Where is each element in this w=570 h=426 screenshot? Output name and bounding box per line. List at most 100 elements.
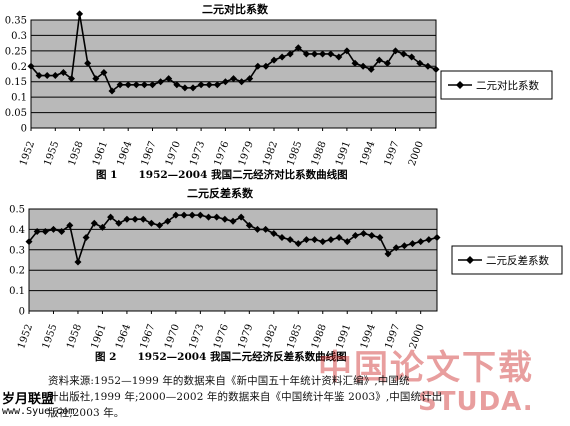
x-tick-label: 1961 bbox=[90, 323, 109, 351]
data-point bbox=[115, 219, 123, 227]
data-point bbox=[68, 75, 75, 83]
data-point bbox=[189, 84, 197, 92]
data-point bbox=[90, 219, 98, 227]
data-point bbox=[188, 211, 196, 219]
data-point bbox=[375, 56, 383, 64]
plot-area: 0 0.05 0.1 0.15 0.2 0.25 0.3 0.35 1952 1955 1958 19… bbox=[5, 10, 440, 168]
data-point bbox=[172, 211, 180, 219]
data-point bbox=[213, 81, 221, 89]
data-point bbox=[35, 72, 43, 80]
data-point bbox=[335, 234, 343, 242]
y-tick-label: 0.1 bbox=[11, 93, 27, 104]
watermark-logo-cn: 中国论文下载 bbox=[318, 348, 534, 388]
data-point bbox=[116, 81, 124, 89]
data-point bbox=[124, 81, 132, 89]
data-point bbox=[213, 213, 221, 221]
site-url: www.Syue.com bbox=[2, 406, 75, 417]
x-tick-label: 1976 bbox=[212, 323, 231, 351]
x-tick-label: 1970 bbox=[164, 140, 183, 168]
figure-caption: 图 2 1952—2004 我国二元经济反差系数曲线图 bbox=[95, 350, 347, 363]
data-point bbox=[157, 78, 165, 86]
data-point bbox=[107, 213, 115, 221]
x-tick-label: 1955 bbox=[42, 140, 61, 168]
x-tick-label: 1952 bbox=[18, 140, 37, 168]
data-point bbox=[43, 72, 51, 80]
x-tick-label: 1994 bbox=[358, 140, 377, 168]
data-point bbox=[140, 81, 148, 89]
data-point bbox=[147, 219, 155, 227]
data-point bbox=[84, 59, 92, 67]
data-point bbox=[343, 238, 351, 246]
data-point bbox=[351, 232, 359, 240]
data-point bbox=[416, 59, 424, 67]
x-tick-label: 1967 bbox=[139, 323, 158, 351]
data-point bbox=[400, 242, 408, 250]
data-point bbox=[286, 236, 294, 244]
source-line: 计出版社,1999 年;2000—2002 年的数据来自《中国统计年鉴 2003… bbox=[48, 391, 443, 403]
data-point bbox=[100, 68, 108, 76]
data-point bbox=[41, 227, 49, 235]
y-tick-label: 0.1 bbox=[9, 286, 25, 297]
data-point bbox=[253, 225, 261, 233]
data-point bbox=[108, 87, 116, 95]
data-point bbox=[392, 47, 399, 55]
x-tick-label: 1976 bbox=[213, 140, 232, 168]
x-tick-label: 1973 bbox=[188, 140, 207, 168]
y-tick-label: 0.4 bbox=[9, 225, 25, 236]
data-point bbox=[400, 50, 408, 58]
y-tick-label: 0 bbox=[21, 124, 27, 135]
data-point bbox=[384, 250, 392, 258]
figure-caption: 图 1 1952—2004 我国二元经济对比系数曲线图 bbox=[96, 168, 348, 181]
source-line: 资料来源:1952—1999 年的数据来自《新中国五十年统计资料汇编》,中国统 bbox=[48, 375, 410, 387]
x-tick-label: 1979 bbox=[236, 323, 255, 351]
data-point bbox=[238, 78, 246, 86]
data-point bbox=[156, 221, 164, 229]
x-tick-label: 1988 bbox=[310, 140, 329, 168]
x-tick-label: 2000 bbox=[407, 140, 426, 168]
data-point bbox=[180, 211, 188, 219]
data-point bbox=[433, 234, 441, 242]
data-point bbox=[66, 221, 74, 229]
data-point bbox=[49, 225, 57, 233]
data-point bbox=[409, 240, 417, 248]
x-tick-label: 1985 bbox=[285, 323, 304, 351]
data-point bbox=[246, 75, 254, 83]
data-point bbox=[360, 229, 368, 237]
source-line: 版社,2003 年。 bbox=[48, 407, 125, 419]
site-watermark: 岁月联盟 bbox=[2, 392, 55, 407]
data-point bbox=[221, 78, 229, 86]
x-tick-label: 1982 bbox=[261, 140, 280, 168]
data-point bbox=[51, 72, 59, 80]
data-point bbox=[376, 234, 384, 242]
data-point bbox=[278, 234, 286, 242]
data-point bbox=[383, 59, 391, 67]
y-tick-label: 0 bbox=[19, 307, 25, 318]
data-point bbox=[359, 62, 367, 70]
x-tick-label: 1964 bbox=[114, 323, 133, 351]
data-point bbox=[237, 213, 245, 221]
data-point bbox=[302, 236, 310, 244]
data-point bbox=[25, 238, 33, 246]
data-point bbox=[327, 236, 335, 244]
x-tick-label: 1958 bbox=[67, 140, 86, 168]
y-tick-label: 0.15 bbox=[5, 77, 27, 88]
plot-area: 0 0.1 0.2 0.3 0.4 0.5 1952 1955 1958 1961 1964 1967… bbox=[9, 205, 441, 351]
x-tick-label: 1952 bbox=[16, 323, 35, 351]
x-tick-label: 1997 bbox=[383, 140, 402, 168]
x-tick-label: 1991 bbox=[334, 140, 353, 168]
data-point bbox=[311, 236, 319, 244]
legend: 二元对比系数 bbox=[440, 70, 553, 100]
y-tick-label: 0.35 bbox=[5, 16, 27, 27]
data-point bbox=[278, 53, 286, 61]
y-tick-label: 0.25 bbox=[5, 46, 27, 57]
data-point bbox=[351, 59, 359, 67]
x-tick-label: 1961 bbox=[91, 140, 110, 168]
y-tick-label: 0.05 bbox=[5, 108, 27, 119]
y-tick-label: 0.2 bbox=[9, 266, 25, 277]
data-point bbox=[196, 211, 204, 219]
data-point bbox=[131, 215, 139, 223]
watermark-logo-en: STUDA. bbox=[418, 387, 534, 417]
legend-marker bbox=[456, 81, 464, 89]
x-tick-label: 1979 bbox=[237, 140, 256, 168]
legend-label: 二元反差系数 bbox=[486, 254, 549, 267]
